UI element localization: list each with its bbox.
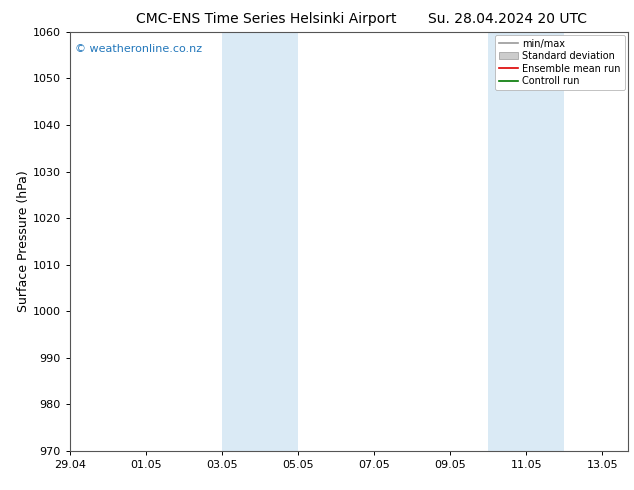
Bar <box>260 32 298 451</box>
Y-axis label: Surface Pressure (hPa): Surface Pressure (hPa) <box>17 171 30 312</box>
Text: Su. 28.04.2024 20 UTC: Su. 28.04.2024 20 UTC <box>428 12 586 26</box>
Text: CMC-ENS Time Series Helsinki Airport: CMC-ENS Time Series Helsinki Airport <box>136 12 396 26</box>
Bar <box>222 32 260 451</box>
Bar <box>526 32 564 451</box>
Text: © weatheronline.co.nz: © weatheronline.co.nz <box>75 45 202 54</box>
Legend: min/max, Standard deviation, Ensemble mean run, Controll run: min/max, Standard deviation, Ensemble me… <box>495 35 624 90</box>
Bar <box>488 32 526 451</box>
